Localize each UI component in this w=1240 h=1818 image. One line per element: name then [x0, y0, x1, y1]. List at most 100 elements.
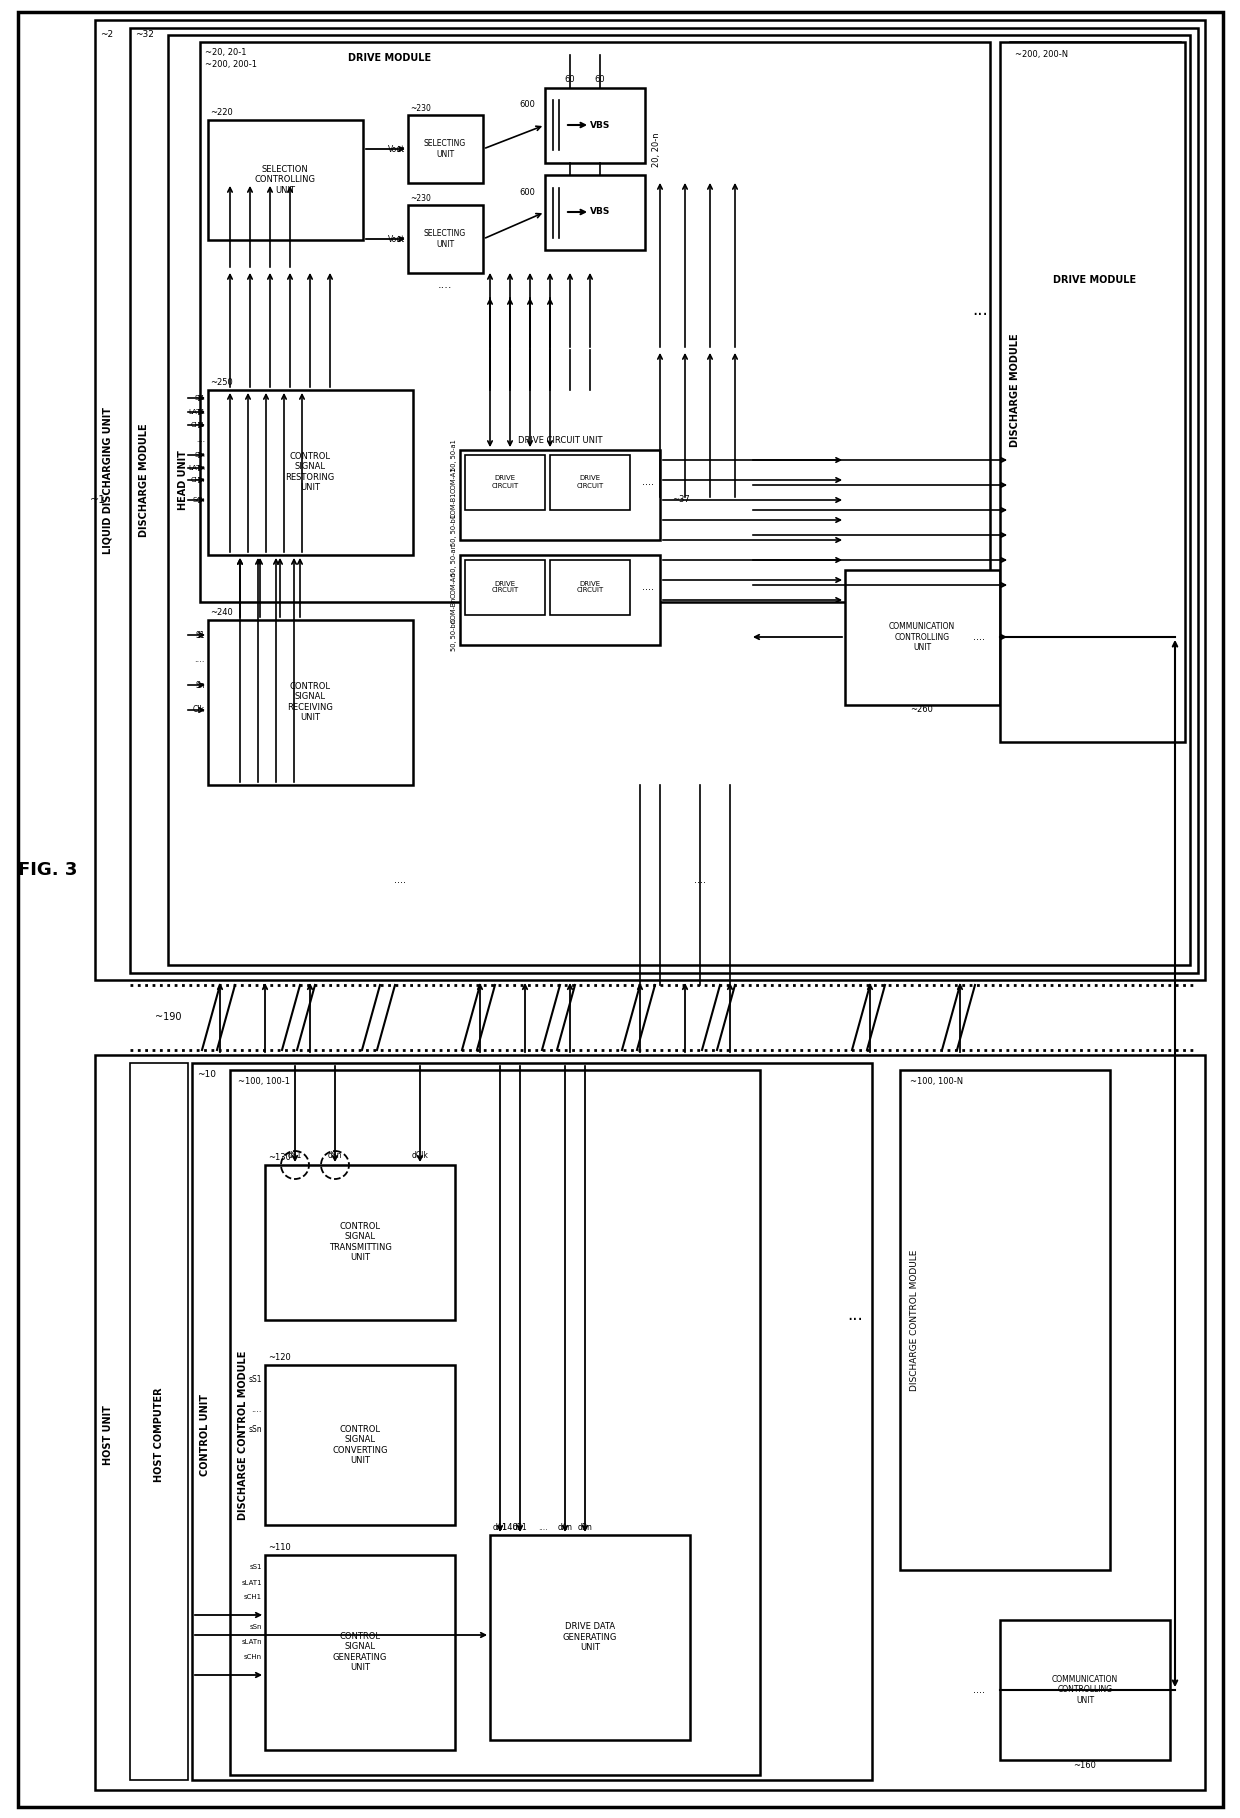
Text: VBS: VBS [590, 207, 610, 216]
Text: VBS: VBS [590, 120, 610, 129]
Text: COM-A1: COM-A1 [451, 467, 458, 493]
Text: COMMUNICATION
CONTROLLING
UNIT: COMMUNICATION CONTROLLING UNIT [1052, 1674, 1118, 1705]
Text: ~20, 20-1: ~20, 20-1 [205, 47, 247, 56]
Text: sSn: sSn [249, 1623, 262, 1631]
Text: sCH1: sCH1 [244, 1594, 262, 1600]
Text: CONTROL
SIGNAL
RECEIVING
UNIT: CONTROL SIGNAL RECEIVING UNIT [288, 682, 332, 722]
Bar [999, 42, 1185, 742]
Text: ~220: ~220 [210, 107, 233, 116]
Text: sS1: sS1 [249, 1563, 262, 1571]
Text: ....: .... [394, 874, 405, 885]
Text: DRIVE CIRCUIT UNIT: DRIVE CIRCUIT UNIT [518, 436, 603, 445]
Text: ....: .... [438, 280, 453, 291]
Text: ~190: ~190 [155, 1013, 181, 1022]
Text: SELECTING
UNIT: SELECTING UNIT [424, 140, 466, 158]
Text: SIn: SIn [195, 453, 205, 458]
Text: ~230: ~230 [410, 195, 430, 204]
Text: sLATn: sLATn [242, 1640, 262, 1645]
Text: CONTROL UNIT: CONTROL UNIT [200, 1394, 210, 1476]
Text: Vout: Vout [388, 235, 405, 244]
Text: ....: .... [973, 1685, 985, 1694]
Text: CH1: CH1 [191, 422, 205, 427]
Text: dSn: dSn [327, 1151, 342, 1160]
Bar [900, 1071, 1110, 1571]
Text: Clk: Clk [193, 705, 205, 714]
Text: HOST COMPUTER: HOST COMPUTER [154, 1387, 164, 1482]
Text: DRIVE
CIRCUIT: DRIVE CIRCUIT [577, 580, 604, 593]
Bar [192, 1064, 872, 1780]
Text: HOST UNIT: HOST UNIT [103, 1405, 113, 1465]
Text: LIQUID DISCHARGING UNIT: LIQUID DISCHARGING UNIT [103, 407, 113, 553]
Text: SELECTING
UNIT: SELECTING UNIT [424, 229, 466, 249]
Bar [465, 560, 546, 614]
Text: 50, 50-b1: 50, 50-b1 [451, 514, 458, 545]
Text: sS1: sS1 [248, 1376, 262, 1385]
Text: COMMUNICATION
CONTROLLING
UNIT: COMMUNICATION CONTROLLING UNIT [889, 622, 955, 653]
Text: ~37: ~37 [672, 496, 689, 505]
Text: 20, 20-n: 20, 20-n [652, 133, 661, 167]
Text: ~260: ~260 [910, 705, 934, 714]
Bar [130, 1064, 188, 1780]
Bar [229, 1071, 760, 1774]
Text: DISCHARGE MODULE: DISCHARGE MODULE [139, 424, 149, 536]
Text: CONTROL
SIGNAL
CONVERTING
UNIT: CONTROL SIGNAL CONVERTING UNIT [332, 1425, 388, 1465]
Text: COM-B1: COM-B1 [451, 493, 458, 518]
Text: DRIVE DATA
GENERATING
UNIT: DRIVE DATA GENERATING UNIT [563, 1622, 618, 1653]
Text: dBn: dBn [578, 1523, 593, 1533]
Text: sLAT1: sLAT1 [242, 1580, 262, 1585]
Bar [265, 1554, 455, 1751]
Text: 60: 60 [564, 76, 575, 84]
Text: 50, 50-a1: 50, 50-a1 [451, 440, 458, 471]
Text: ....: .... [253, 1611, 262, 1616]
Text: ~250: ~250 [210, 378, 233, 387]
Text: ....: .... [538, 1523, 548, 1533]
Bar [208, 120, 363, 240]
Bar [551, 560, 630, 614]
Text: DRIVE MODULE: DRIVE MODULE [348, 53, 432, 64]
Text: Vout: Vout [388, 144, 405, 153]
Text: ....: .... [973, 633, 985, 642]
Text: ~120: ~120 [268, 1353, 290, 1362]
Text: SI1: SI1 [195, 395, 205, 402]
Bar [999, 1620, 1171, 1760]
Bar [167, 35, 1190, 965]
Text: dS1: dS1 [288, 1151, 303, 1160]
Text: sCHn: sCHn [244, 1654, 262, 1660]
Text: 50, 50-bn: 50, 50-bn [451, 618, 458, 651]
Text: ....: .... [694, 874, 706, 885]
Text: ....: .... [196, 436, 205, 444]
Text: ....: .... [642, 582, 653, 593]
Bar [95, 1054, 1205, 1791]
Text: ~160: ~160 [1074, 1760, 1096, 1769]
Text: DISCHARGE CONTROL MODULE: DISCHARGE CONTROL MODULE [910, 1249, 919, 1391]
Text: HEAD UNIT: HEAD UNIT [179, 451, 188, 509]
Bar [546, 87, 645, 164]
Text: ~100, 100-N: ~100, 100-N [910, 1076, 963, 1085]
Bar [551, 454, 630, 511]
Text: CONTROL
SIGNAL
RESTORING
UNIT: CONTROL SIGNAL RESTORING UNIT [285, 453, 335, 493]
Bar [465, 454, 546, 511]
Bar [408, 205, 484, 273]
Text: ....: .... [252, 1405, 262, 1414]
Bar [546, 175, 645, 251]
Text: ~230: ~230 [410, 104, 430, 113]
Text: dB1: dB1 [512, 1523, 527, 1533]
Text: ....: .... [195, 656, 205, 665]
Text: ~32: ~32 [135, 31, 154, 38]
Text: COM-An: COM-An [451, 571, 458, 598]
Text: dAn: dAn [558, 1523, 573, 1533]
Text: Sn: Sn [196, 680, 205, 689]
Text: LAT1: LAT1 [188, 409, 205, 415]
Text: dA1: dA1 [492, 1523, 507, 1533]
Text: DRIVE
CIRCUIT: DRIVE CIRCUIT [491, 580, 518, 593]
Text: DISCHARGE CONTROL MODULE: DISCHARGE CONTROL MODULE [238, 1351, 248, 1520]
Bar [844, 571, 999, 705]
Text: ~110: ~110 [268, 1543, 290, 1553]
Text: CHn: CHn [191, 476, 205, 484]
Text: ...: ... [972, 302, 988, 318]
Text: COM-Bn: COM-Bn [451, 596, 458, 624]
Text: ~100, 100-1: ~100, 100-1 [238, 1076, 290, 1085]
Text: DRIVE
CIRCUIT: DRIVE CIRCUIT [491, 476, 518, 489]
Text: DRIVE
CIRCUIT: DRIVE CIRCUIT [577, 476, 604, 489]
Text: 600: 600 [520, 100, 534, 109]
